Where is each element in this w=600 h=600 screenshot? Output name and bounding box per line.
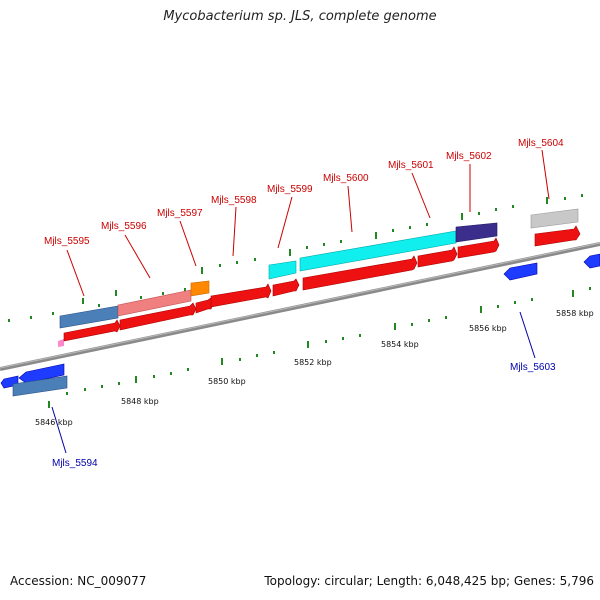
gene-feature-mjls-5596[interactable] [117, 289, 192, 317]
small-feature-marker [58, 339, 64, 347]
label-leader-lines [66, 149, 550, 297]
gene-arrow-mjls-5600[interactable] [302, 255, 418, 291]
accession-label: Accession: NC_009077 [10, 574, 147, 588]
forward-tick-row [8, 194, 583, 322]
gene-arrow-mjls-5604[interactable] [534, 225, 581, 247]
gene-label-mjls-5602[interactable]: Mjls_5602 [446, 151, 492, 162]
gene-label-mjls-5601[interactable]: Mjls_5601 [388, 160, 434, 171]
gene-arrow-reverse-right[interactable] [583, 253, 600, 269]
scale-label-5856: 5856 kbp [469, 324, 507, 333]
gene-arrow-mjls-5598[interactable] [210, 283, 272, 308]
scale-label-5846: 5846 kbp [35, 418, 73, 427]
gene-label-mjls-5603[interactable]: Mjls_5603 [510, 362, 556, 373]
gene-feature-mjls-5600[interactable] [299, 230, 457, 272]
gene-arrow-mjls-5596[interactable] [119, 302, 197, 331]
gene-arrow-mjls-5603[interactable] [503, 262, 538, 281]
scale-label-5854: 5854 kbp [381, 340, 419, 349]
gene-arrow-mjls-5597[interactable] [195, 297, 214, 314]
scale-label-5852: 5852 kbp [294, 358, 332, 367]
gene-feature-mjls-5594[interactable] [12, 375, 68, 397]
gene-label-mjls-5600[interactable]: Mjls_5600 [323, 173, 369, 184]
gene-label-mjls-5598[interactable]: Mjls_5598 [211, 195, 257, 206]
gene-label-mjls-5599[interactable]: Mjls_5599 [267, 184, 313, 195]
gene-arrow-mjls-5599[interactable] [272, 278, 300, 297]
gene-arrow-mjls-5602[interactable] [457, 237, 500, 259]
reverse-label-leader-lines [51, 311, 536, 454]
gene-feature-mjls-5599[interactable] [268, 260, 297, 280]
gene-feature-mjls-5604[interactable] [530, 208, 579, 229]
reverse-tick-row [48, 287, 591, 408]
gene-label-mjls-5596[interactable]: Mjls_5596 [101, 221, 147, 232]
gene-feature-mjls-5597[interactable] [190, 280, 210, 297]
genome-summary-label: Topology: circular; Length: 6,048,425 bp… [264, 574, 594, 588]
scale-label-5850: 5850 kbp [208, 377, 246, 386]
scale-label-5858: 5858 kbp [556, 309, 594, 318]
genome-backbone [0, 242, 600, 371]
gene-label-mjls-5594[interactable]: Mjls_5594 [52, 458, 98, 469]
gene-arrow-mjls-5601[interactable] [417, 246, 458, 268]
gene-feature-mjls-5595[interactable] [59, 305, 119, 329]
gene-feature-mjls-5602[interactable] [455, 222, 498, 243]
map-title: Mycobacterium sp. JLS, complete genome [163, 9, 437, 24]
gene-arrow-mjls-5595[interactable] [63, 319, 121, 342]
gene-label-mjls-5597[interactable]: Mjls_5597 [157, 208, 203, 219]
scale-label-5848: 5848 kbp [121, 397, 159, 406]
gene-label-mjls-5595[interactable]: Mjls_5595 [44, 236, 90, 247]
gene-label-mjls-5604[interactable]: Mjls_5604 [518, 138, 564, 149]
